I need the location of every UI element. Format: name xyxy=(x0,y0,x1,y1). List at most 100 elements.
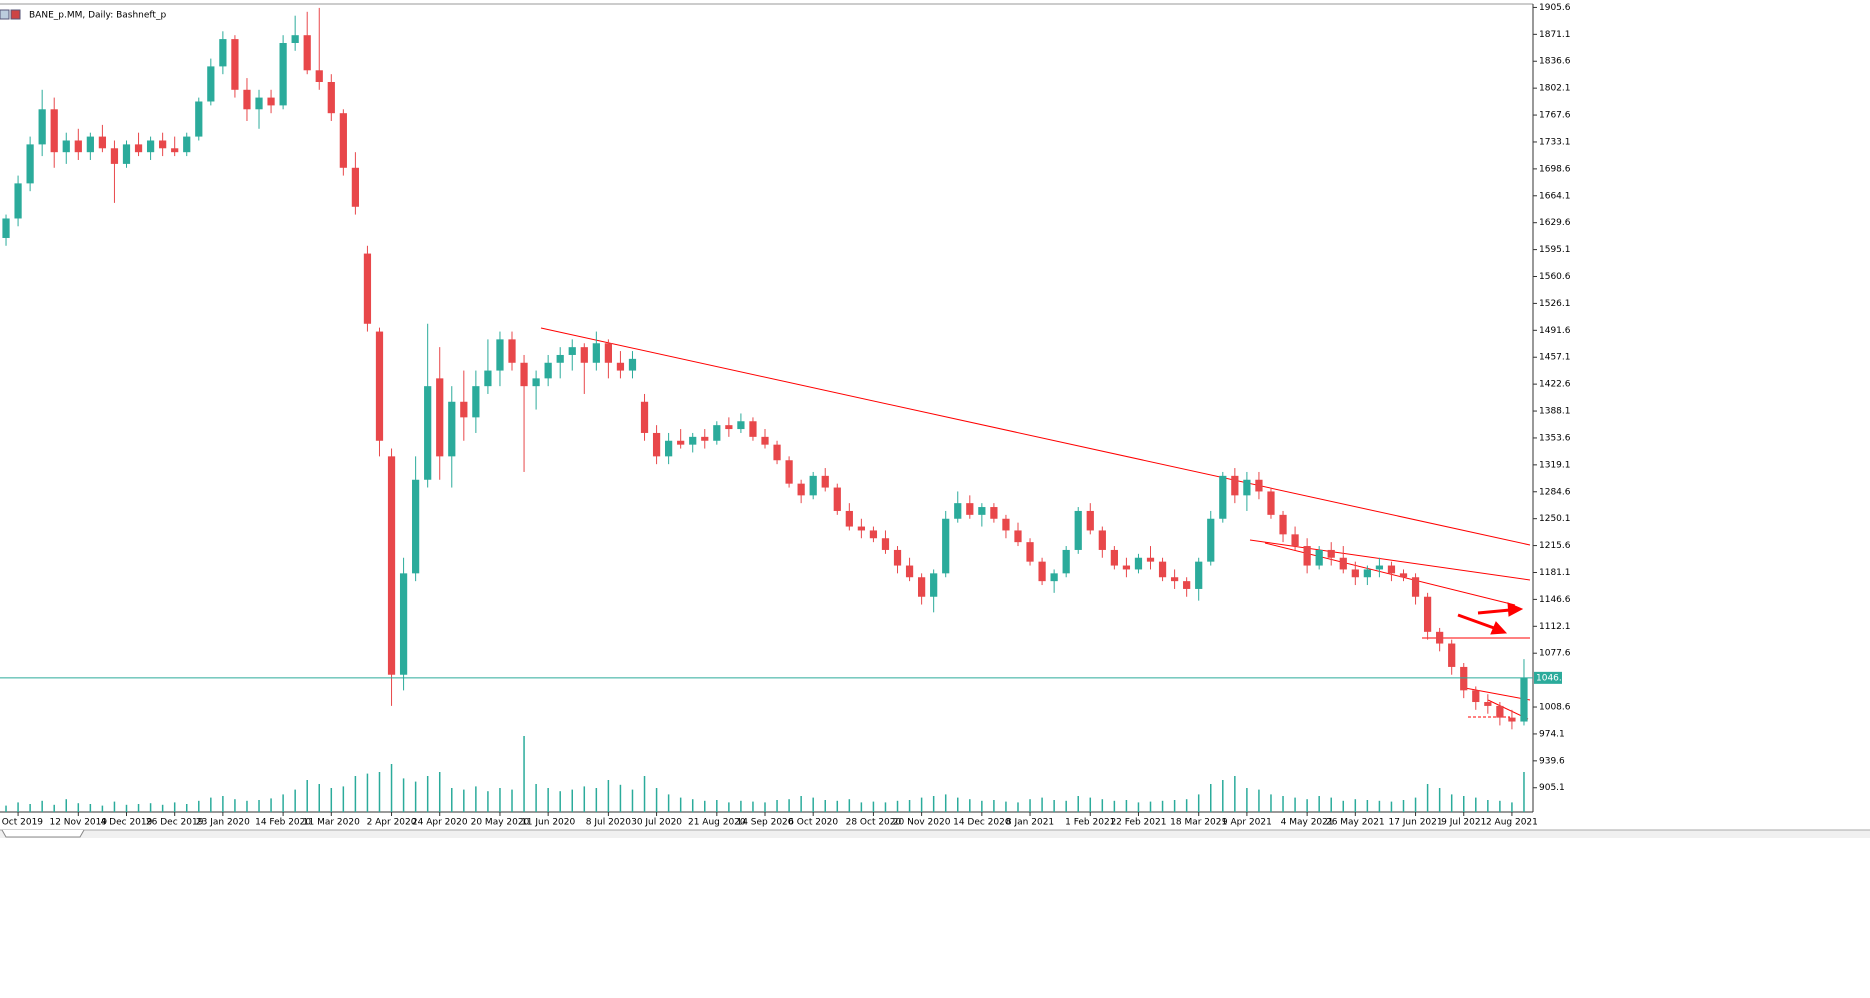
x-tick-label: 30 Jul 2020 xyxy=(631,818,682,828)
candle-body xyxy=(918,577,926,597)
arrow xyxy=(1477,608,1511,615)
candle-body xyxy=(1411,577,1420,597)
candle-body xyxy=(255,97,263,110)
trend-line xyxy=(1249,539,1531,581)
candle-body xyxy=(98,136,107,149)
candle-body xyxy=(1062,549,1070,574)
x-tick-label: 14 Dec 2020 xyxy=(953,818,1011,828)
candle-body xyxy=(1279,514,1287,535)
candle-body xyxy=(327,81,335,114)
y-tick-label: 1112.1 xyxy=(1539,622,1571,632)
candle-body xyxy=(556,354,564,363)
candle-body xyxy=(1436,631,1444,644)
candle-body xyxy=(785,460,793,484)
chart-icon xyxy=(10,9,21,20)
x-tick-label: 2 Aug 2021 xyxy=(1486,818,1538,828)
y-tick-label: 1560.6 xyxy=(1539,272,1571,282)
candle-body xyxy=(231,39,239,90)
x-tick-label: 28 Oct 2020 xyxy=(846,818,902,828)
volume-bars xyxy=(5,736,1525,812)
y-tick-label: 1457.1 xyxy=(1539,353,1571,363)
x-tick-label: 21 Aug 2020 xyxy=(688,818,746,828)
y-tick-label: 1146.6 xyxy=(1539,595,1571,605)
candle-body xyxy=(195,101,203,137)
y-tick-label: 1388.1 xyxy=(1539,407,1571,417)
trend-line xyxy=(540,327,1531,546)
candle-body xyxy=(363,253,372,324)
candle-body xyxy=(412,479,420,574)
candle-body xyxy=(1291,534,1299,547)
candle-body xyxy=(1375,565,1384,570)
candle-body xyxy=(701,436,709,441)
candle-body xyxy=(725,425,733,430)
candle-body xyxy=(1002,518,1010,531)
candle-body xyxy=(797,483,805,496)
x-tick-label: 23 Jan 2020 xyxy=(196,818,250,828)
y-tick-label: 1871.1 xyxy=(1539,30,1571,40)
candle-body xyxy=(869,530,878,539)
candle-body xyxy=(520,362,528,387)
candle-body xyxy=(183,136,191,153)
candle-body xyxy=(713,425,721,441)
chart-icon xyxy=(0,9,10,20)
candle-body xyxy=(303,35,311,71)
x-tick-label: 8 Jan 2021 xyxy=(1006,818,1054,828)
candle-body xyxy=(1183,581,1191,589)
y-tick-label: 1422.6 xyxy=(1539,380,1571,390)
candle-body xyxy=(833,487,841,511)
candle-body xyxy=(1399,573,1408,578)
candle-body xyxy=(809,475,817,496)
y-tick-label: 1698.6 xyxy=(1539,164,1571,174)
candle-body xyxy=(207,66,215,102)
candle-body xyxy=(1110,549,1118,566)
candle-body xyxy=(1158,561,1167,578)
x-tick-label: 18 Mar 2021 xyxy=(1170,818,1227,828)
candle-body xyxy=(1484,702,1492,706)
candle-body xyxy=(1146,557,1155,562)
y-tick-label: 1836.6 xyxy=(1539,57,1571,67)
x-tick-label: 20 Nov 2020 xyxy=(893,818,951,828)
candle-body xyxy=(905,565,914,578)
candle-body xyxy=(568,347,576,355)
x-tick-label: 6 Oct 2020 xyxy=(788,818,838,828)
candle-body xyxy=(544,362,552,379)
x-tick-label: 22 Feb 2021 xyxy=(1110,818,1166,828)
candle-body xyxy=(1050,573,1058,582)
tab-bar xyxy=(0,830,1870,838)
candle-body xyxy=(604,343,612,363)
candle-body xyxy=(279,42,287,106)
x-tick-label: 9 Apr 2021 xyxy=(1222,818,1272,828)
candle-body xyxy=(1170,577,1179,582)
candle-body xyxy=(761,436,769,445)
x-tick-label: 4 Dec 2019 xyxy=(101,818,153,828)
candle-body xyxy=(942,518,950,574)
candle-body xyxy=(990,507,998,519)
candle-body xyxy=(1231,475,1239,496)
arrows xyxy=(1457,602,1524,635)
candle-body xyxy=(14,183,22,219)
candle-body xyxy=(1508,717,1516,722)
y-tick-label: 1181.1 xyxy=(1539,568,1571,578)
candle-body xyxy=(1267,491,1275,515)
x-tick-label: 20 May 2020 xyxy=(471,818,530,828)
y-tick-label: 974.1 xyxy=(1539,729,1565,739)
candle-body xyxy=(1098,530,1106,550)
candle-body xyxy=(640,401,649,433)
x-tick-label: 2 Apr 2020 xyxy=(367,818,417,828)
y-tick-label: 905.1 xyxy=(1539,783,1565,793)
candle-body xyxy=(26,144,34,184)
candle-body xyxy=(881,538,890,550)
candle-body xyxy=(1303,546,1311,566)
x-tick-label: 11 Mar 2020 xyxy=(303,818,360,828)
y-tick-label: 1353.6 xyxy=(1539,433,1571,443)
candle-body xyxy=(930,573,938,597)
candle-body xyxy=(146,140,155,153)
candle-body xyxy=(749,421,757,437)
candle-body xyxy=(86,136,94,153)
candle-body xyxy=(1351,569,1359,578)
candle-body xyxy=(122,144,131,164)
x-tick-label: 14 Sep 2020 xyxy=(736,818,793,828)
tab[interactable] xyxy=(1,829,85,838)
